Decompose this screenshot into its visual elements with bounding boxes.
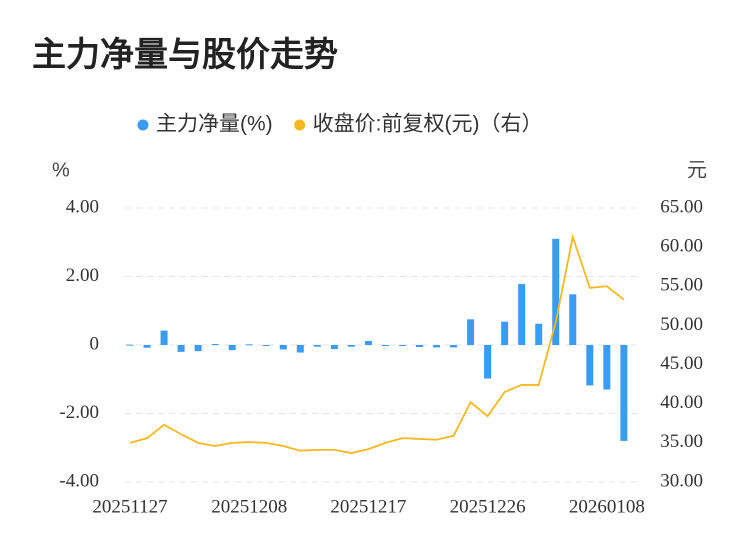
y-tick-label: -4.00 xyxy=(59,470,99,491)
bar xyxy=(484,345,492,379)
x-tick-label: 20251226 xyxy=(450,496,526,517)
y-tick-label: 2.00 xyxy=(66,265,99,286)
x-tick-label: 20251217 xyxy=(330,496,406,517)
y2-tick-label: 30.00 xyxy=(660,470,703,491)
y2-tick-label: 50.00 xyxy=(660,314,703,335)
x-tick-label: 20251208 xyxy=(211,496,287,517)
bar xyxy=(330,345,338,350)
bar xyxy=(245,344,253,346)
x-tick-label: 20260108 xyxy=(569,496,645,517)
bar xyxy=(450,345,458,348)
bar xyxy=(620,345,628,441)
y-tick-label: 0 xyxy=(90,333,100,354)
bar xyxy=(160,330,168,345)
bar xyxy=(143,345,151,348)
bar xyxy=(552,238,560,345)
bar xyxy=(296,345,304,353)
bar xyxy=(194,345,202,352)
y2-tick-label: 40.00 xyxy=(660,392,703,413)
y-tick-label: -2.00 xyxy=(59,402,99,423)
bar xyxy=(313,345,321,347)
bar xyxy=(416,345,424,348)
y2-tick-label: 55.00 xyxy=(660,275,703,296)
bar xyxy=(228,345,236,351)
bar xyxy=(211,343,219,345)
bar xyxy=(262,345,270,347)
y2-tick-label: 60.00 xyxy=(660,236,703,257)
y-tick-label: 4.00 xyxy=(66,196,99,217)
bar xyxy=(467,319,475,345)
bar xyxy=(535,323,543,345)
y2-axis-label: 元 xyxy=(687,159,707,181)
bar xyxy=(381,345,389,347)
x-tick-label: 20251127 xyxy=(92,496,167,517)
y2-tick-label: 65.00 xyxy=(660,196,703,217)
bar xyxy=(398,345,406,346)
y2-tick-label: 45.00 xyxy=(660,353,703,374)
y-axis-label: % xyxy=(52,159,70,181)
chart-title: 主力净量与股价走势 xyxy=(32,36,338,74)
price-line xyxy=(129,233,625,454)
bar xyxy=(569,294,577,345)
bar xyxy=(347,345,355,347)
legend-label: 收盘价:前复权(元)（右） xyxy=(313,113,543,136)
legend-marker xyxy=(294,119,306,131)
bar xyxy=(501,321,509,345)
y2-tick-label: 35.00 xyxy=(660,431,703,452)
legend-label: 主力净量(%) xyxy=(156,113,273,136)
bar xyxy=(126,344,134,346)
bar xyxy=(603,345,611,390)
bar xyxy=(177,345,185,352)
legend-marker xyxy=(137,119,149,131)
bar xyxy=(433,345,441,348)
bar xyxy=(518,284,526,345)
bar xyxy=(279,345,287,350)
bar xyxy=(586,345,594,386)
bar xyxy=(364,340,372,345)
